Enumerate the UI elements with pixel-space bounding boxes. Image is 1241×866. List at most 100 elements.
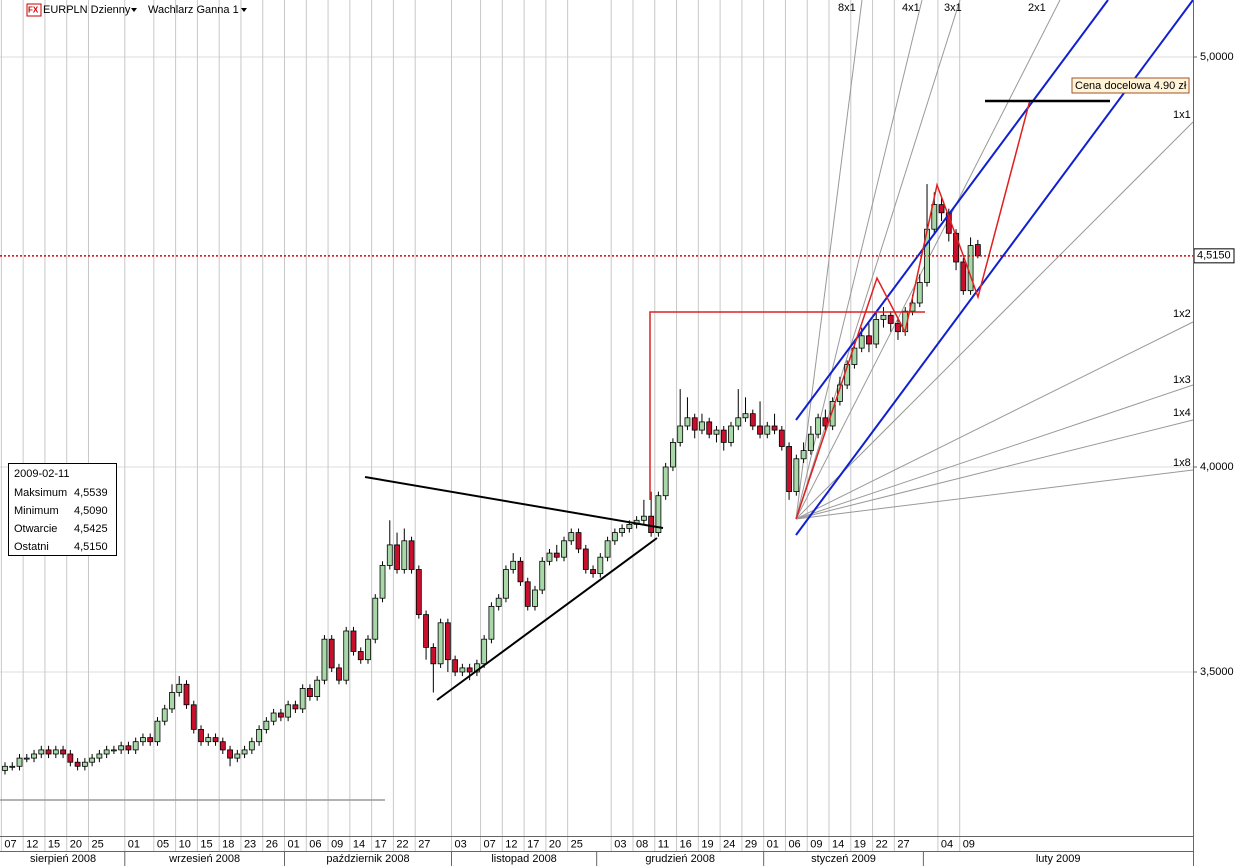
candle-body (277, 712, 284, 718)
gann-label: 1x2 (1173, 308, 1191, 320)
candle-body (67, 753, 74, 763)
candle-body (764, 425, 771, 435)
candle-body (858, 335, 865, 349)
y-tick-label: 5,0000 (1200, 51, 1234, 63)
candle-body (183, 683, 190, 706)
candle-body (640, 515, 647, 521)
candle-body (793, 458, 800, 492)
info-value: 4,5425 (74, 523, 108, 535)
candle-body (517, 560, 524, 583)
candle-body (670, 441, 676, 468)
candle-body (270, 712, 277, 722)
gann-label: 3x1 (944, 2, 962, 14)
projection-line (649, 311, 925, 500)
candle-body (2, 765, 8, 771)
candle-body (524, 581, 531, 607)
candle-body (938, 204, 945, 214)
candle-body (60, 749, 66, 755)
y-tick-label: 3,5000 (1200, 666, 1234, 678)
x-tick-label: 27 (418, 838, 430, 850)
x-tick-label: 03 (454, 838, 466, 850)
candle-body (597, 556, 604, 574)
candle-body (263, 720, 270, 730)
candle-body (568, 532, 575, 542)
candle-body (321, 638, 328, 681)
x-tick-label: 12 (505, 838, 517, 850)
candle-body (466, 667, 473, 673)
dropdown-arrow[interactable] (131, 8, 137, 12)
dropdown-arrow[interactable] (241, 8, 247, 12)
x-tick-label: 19 (854, 838, 866, 850)
candle-body (786, 446, 792, 492)
candle-body (815, 417, 822, 435)
candle-body (684, 417, 691, 427)
month-label: październik 2008 (326, 853, 409, 865)
candle-body (611, 532, 618, 542)
gann-label: 1x4 (1173, 407, 1191, 419)
month-label: wrzesień 2008 (168, 853, 240, 865)
month-label: sierpień 2008 (30, 853, 96, 865)
candle-body (147, 737, 154, 743)
candles (2, 184, 981, 775)
target-box (1071, 77, 1190, 94)
candle-body (532, 589, 538, 607)
candle-body (960, 261, 967, 292)
candle-body (452, 659, 459, 673)
candle-body (800, 450, 807, 460)
x-tick-label: 20 (549, 838, 561, 850)
candle-body (307, 687, 313, 697)
candle-body (880, 314, 887, 320)
gann-line (795, 0, 863, 520)
x-tick-label: 03 (614, 838, 626, 850)
candle-body (140, 737, 146, 743)
channel-line (795, 0, 1109, 421)
x-tick-label: 09 (331, 838, 343, 850)
x-tick-label: 10 (179, 838, 191, 850)
symbol[interactable]: EURPLN Dzienny (43, 4, 131, 16)
candle-body (234, 753, 241, 759)
candle-body (728, 425, 734, 443)
candle-body (241, 749, 248, 755)
candle-body (829, 400, 836, 427)
candle-body (365, 638, 371, 661)
candle-body (190, 704, 197, 730)
candle-body (590, 569, 596, 574)
x-tick-label: 22 (396, 838, 408, 850)
candle-body (495, 597, 502, 607)
candle-body (314, 679, 321, 697)
candle-body (851, 347, 858, 365)
month-label: luty 2009 (1036, 853, 1081, 865)
x-tick-label: 07 (4, 838, 16, 850)
candle-body (677, 425, 684, 443)
candle-body (125, 745, 132, 751)
candle-body (459, 667, 466, 673)
triangle-line (436, 537, 658, 701)
candle-body (31, 753, 37, 759)
indicator[interactable]: Wachlarz Ganna 1 (148, 4, 239, 16)
candle-body (873, 318, 880, 345)
candle-body (481, 638, 488, 665)
candle-body (176, 683, 183, 693)
candle-body (546, 552, 553, 562)
gann-label: 1x1 (1173, 109, 1191, 121)
x-tick-label: 24 (723, 838, 735, 850)
candle-body (96, 753, 103, 759)
info-date: 2009-02-11 (14, 468, 69, 480)
candle-body (967, 245, 974, 292)
candle-body (154, 720, 161, 743)
candle-body (953, 232, 959, 263)
x-tick-label: 19 (701, 838, 713, 850)
candle-body (553, 552, 560, 558)
candle-body (16, 757, 23, 767)
candle-body (974, 244, 981, 257)
x-tick-label: 22 (876, 838, 888, 850)
candle-body (379, 564, 386, 599)
candle-body (510, 560, 517, 570)
candle-body (655, 495, 662, 533)
gann-label: 8x1 (838, 2, 856, 14)
candle-body (866, 335, 872, 345)
x-tick-label: 05 (157, 838, 169, 850)
candle-body (9, 765, 16, 768)
